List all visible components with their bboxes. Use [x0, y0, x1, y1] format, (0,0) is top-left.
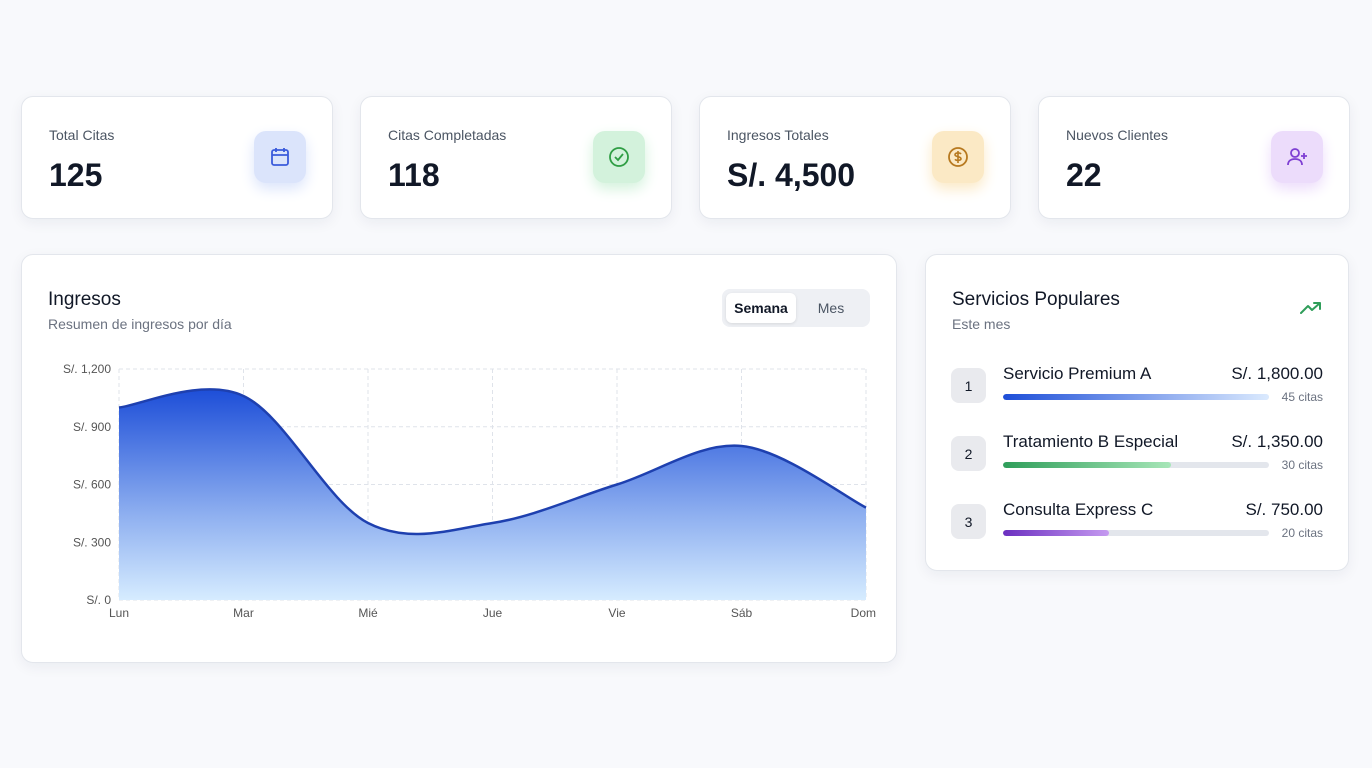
trending-up-icon	[1300, 302, 1321, 314]
income-title: Ingresos	[48, 289, 121, 310]
y-tick-label: S/. 1,200	[63, 362, 111, 376]
stat-value: 118	[388, 157, 440, 193]
service-count: 45 citas	[1281, 390, 1323, 404]
stat-card: Nuevos Clientes 22	[1038, 96, 1350, 219]
service-count: 30 citas	[1281, 458, 1323, 472]
stat-label: Total Citas	[49, 127, 115, 143]
rank-badge: 1	[951, 368, 986, 403]
income-card: Ingresos Resumen de ingresos por día Sem…	[21, 254, 897, 663]
x-tick-label: Sáb	[731, 606, 753, 620]
progress-bar	[1003, 530, 1269, 536]
stat-label: Nuevos Clientes	[1066, 127, 1168, 143]
rank-badge: 2	[951, 436, 986, 471]
y-tick-label: S/. 0	[86, 593, 111, 607]
tab-semana[interactable]: Semana	[726, 293, 796, 323]
stat-label: Ingresos Totales	[727, 127, 829, 143]
y-tick-label: S/. 900	[73, 420, 111, 434]
service-name: Servicio Premium A	[1003, 364, 1152, 383]
calendar-icon	[254, 131, 306, 183]
service-amount: S/. 750.00	[1245, 500, 1323, 519]
period-toggle: Semana Mes	[722, 289, 870, 327]
x-tick-label: Jue	[483, 606, 503, 620]
service-amount: S/. 1,800.00	[1231, 364, 1323, 383]
y-tick-label: S/. 600	[73, 478, 111, 492]
progress-fill	[1003, 394, 1269, 400]
services-card: Servicios Populares Este mes 1 Servicio …	[925, 254, 1349, 571]
services-subtitle: Este mes	[952, 316, 1011, 332]
stat-value: 125	[49, 157, 103, 193]
progress-fill	[1003, 530, 1110, 536]
progress-bar	[1003, 394, 1269, 400]
x-tick-label: Mié	[358, 606, 378, 620]
progress-fill	[1003, 462, 1171, 468]
x-tick-label: Mar	[233, 606, 254, 620]
check-circle-icon	[593, 131, 645, 183]
x-tick-label: Lun	[109, 606, 129, 620]
stat-value: 22	[1066, 157, 1102, 193]
service-name: Consulta Express C	[1003, 500, 1154, 519]
stat-value: S/. 4,500	[727, 157, 856, 193]
rank-badge: 3	[951, 504, 986, 539]
stat-card: Ingresos Totales S/. 4,500	[699, 96, 1011, 219]
services-title: Servicios Populares	[952, 289, 1120, 310]
stat-card: Total Citas 125	[21, 96, 333, 219]
service-item: 2 Tratamiento B Especial S/. 1,350.00 30…	[951, 432, 1323, 482]
income-subtitle: Resumen de ingresos por día	[48, 316, 232, 332]
service-item: 1 Servicio Premium A S/. 1,800.00 45 cit…	[951, 364, 1323, 414]
user-plus-icon	[1271, 131, 1323, 183]
x-tick-label: Dom	[851, 606, 876, 620]
dollar-circle-icon	[932, 131, 984, 183]
service-item: 3 Consulta Express C S/. 750.00 20 citas	[951, 500, 1323, 550]
service-name: Tratamiento B Especial	[1003, 432, 1179, 451]
area-fill	[119, 389, 866, 600]
service-amount: S/. 1,350.00	[1231, 432, 1323, 451]
x-tick-label: Vie	[608, 606, 625, 620]
stat-card: Citas Completadas 118	[360, 96, 672, 219]
stat-label: Citas Completadas	[388, 127, 507, 143]
y-tick-label: S/. 300	[73, 535, 111, 549]
progress-bar	[1003, 462, 1269, 468]
income-chart: S/. 0 S/. 300 S/. 600 S/. 900 S/. 1,200 Lun Ma…	[63, 362, 876, 620]
service-count: 20 citas	[1281, 526, 1323, 540]
tab-mes[interactable]: Mes	[817, 300, 845, 316]
series-line	[118, 388, 867, 536]
